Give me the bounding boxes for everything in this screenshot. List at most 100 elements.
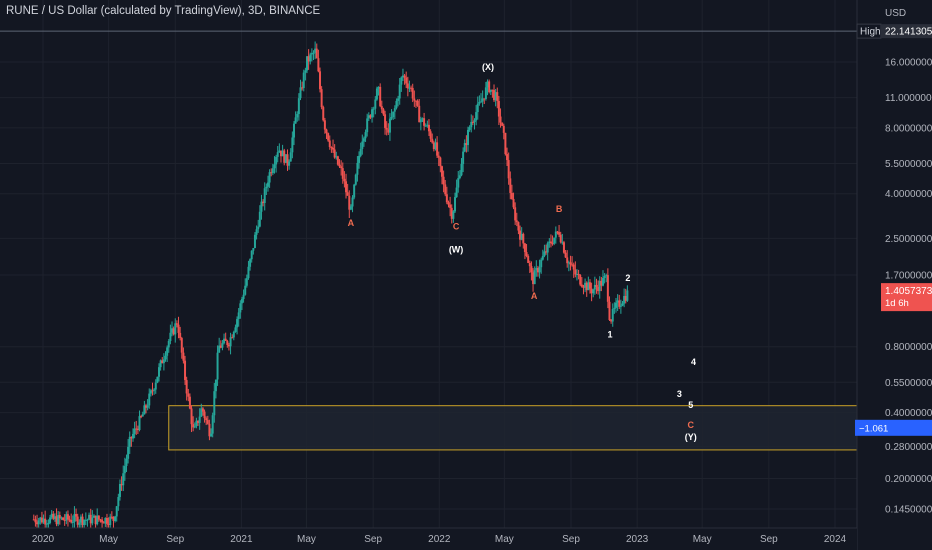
price-tick-label: 1.7000000 [885, 271, 932, 282]
candle-body [62, 517, 65, 520]
candle [606, 268, 609, 309]
candle-body [242, 294, 245, 300]
candle-body [584, 282, 587, 288]
candle-body [307, 56, 310, 62]
candle [411, 83, 414, 103]
candle-body [569, 262, 572, 265]
candle-body [493, 90, 496, 101]
candle-body [167, 341, 170, 348]
candle [613, 302, 616, 314]
candle [227, 342, 230, 351]
price-axis-bg [857, 0, 932, 550]
candle [587, 276, 590, 291]
candle-body [421, 118, 424, 120]
candle [92, 514, 95, 518]
candle-body [611, 308, 614, 322]
candle-body [532, 272, 535, 285]
candle [501, 122, 504, 127]
candle [424, 123, 427, 127]
candle-body [431, 138, 434, 143]
candle [301, 81, 304, 91]
high-value-label: 22.1413057 [885, 27, 932, 38]
candle-body [141, 414, 144, 417]
candle [449, 196, 452, 217]
time-axis[interactable]: 2020 May Sep 2021 May Sep 2022 May Sep 2023 May Sep… [0, 527, 857, 550]
countdown-label: 1d 6h [885, 298, 909, 309]
candle [496, 87, 499, 109]
candle-body [341, 168, 344, 179]
candle-body [540, 259, 543, 268]
candle [149, 388, 152, 397]
candle [205, 416, 208, 426]
candle [122, 465, 125, 492]
candle-body [414, 100, 417, 102]
candle [387, 123, 390, 135]
candle-body [374, 99, 377, 109]
candle-body [151, 390, 154, 392]
candle [574, 261, 577, 278]
candle [50, 510, 53, 520]
candle-body [496, 92, 499, 102]
candle [410, 85, 413, 92]
candle [522, 232, 525, 249]
candle [528, 260, 531, 274]
candle [315, 43, 318, 59]
candle-body [323, 120, 326, 130]
candle [483, 98, 486, 104]
candle [36, 514, 39, 530]
candle [605, 273, 608, 283]
candle [213, 382, 216, 423]
candle-body [271, 168, 274, 174]
candle [312, 50, 315, 61]
candle-body [131, 433, 134, 439]
candle [322, 105, 325, 122]
wave-label: 4 [691, 357, 696, 367]
candle [192, 416, 195, 432]
candle-body [356, 162, 359, 175]
candle [164, 351, 167, 362]
candle [174, 318, 177, 343]
candle [32, 514, 35, 521]
candle-body [325, 129, 328, 134]
candle [567, 260, 570, 272]
candle-body [273, 164, 276, 169]
candle [319, 67, 322, 93]
price-axis[interactable]: USD 16.0000000 11.0000000 8.0000000 5.500000… [855, 0, 932, 550]
candle [140, 414, 143, 419]
candle-body [366, 118, 369, 133]
candle [423, 112, 426, 131]
candle [242, 289, 245, 303]
candle [549, 234, 552, 248]
candle [188, 393, 191, 410]
candle [333, 144, 336, 159]
candle [302, 69, 305, 92]
candle-body [314, 48, 317, 53]
candle-body [335, 156, 338, 158]
candle-body [278, 150, 281, 153]
candle [558, 224, 561, 238]
candle [497, 95, 500, 126]
candle [467, 126, 470, 152]
candle-body [346, 192, 349, 196]
candle [393, 105, 396, 120]
candle [236, 316, 239, 335]
candle [226, 339, 229, 348]
candle-body [514, 207, 517, 221]
candle [279, 150, 282, 163]
candle-body [149, 390, 152, 394]
candle [117, 493, 120, 511]
candle-body [619, 305, 622, 307]
candle [96, 508, 99, 526]
candle-body [158, 367, 161, 377]
candle-body [166, 347, 169, 356]
candle [514, 202, 517, 225]
candle [135, 420, 138, 435]
candle [294, 111, 297, 124]
candle-body [172, 328, 175, 335]
candle [406, 76, 409, 97]
candle-body [104, 517, 107, 524]
candle-body [512, 198, 515, 208]
candle [141, 411, 144, 417]
candle-body [418, 105, 421, 123]
